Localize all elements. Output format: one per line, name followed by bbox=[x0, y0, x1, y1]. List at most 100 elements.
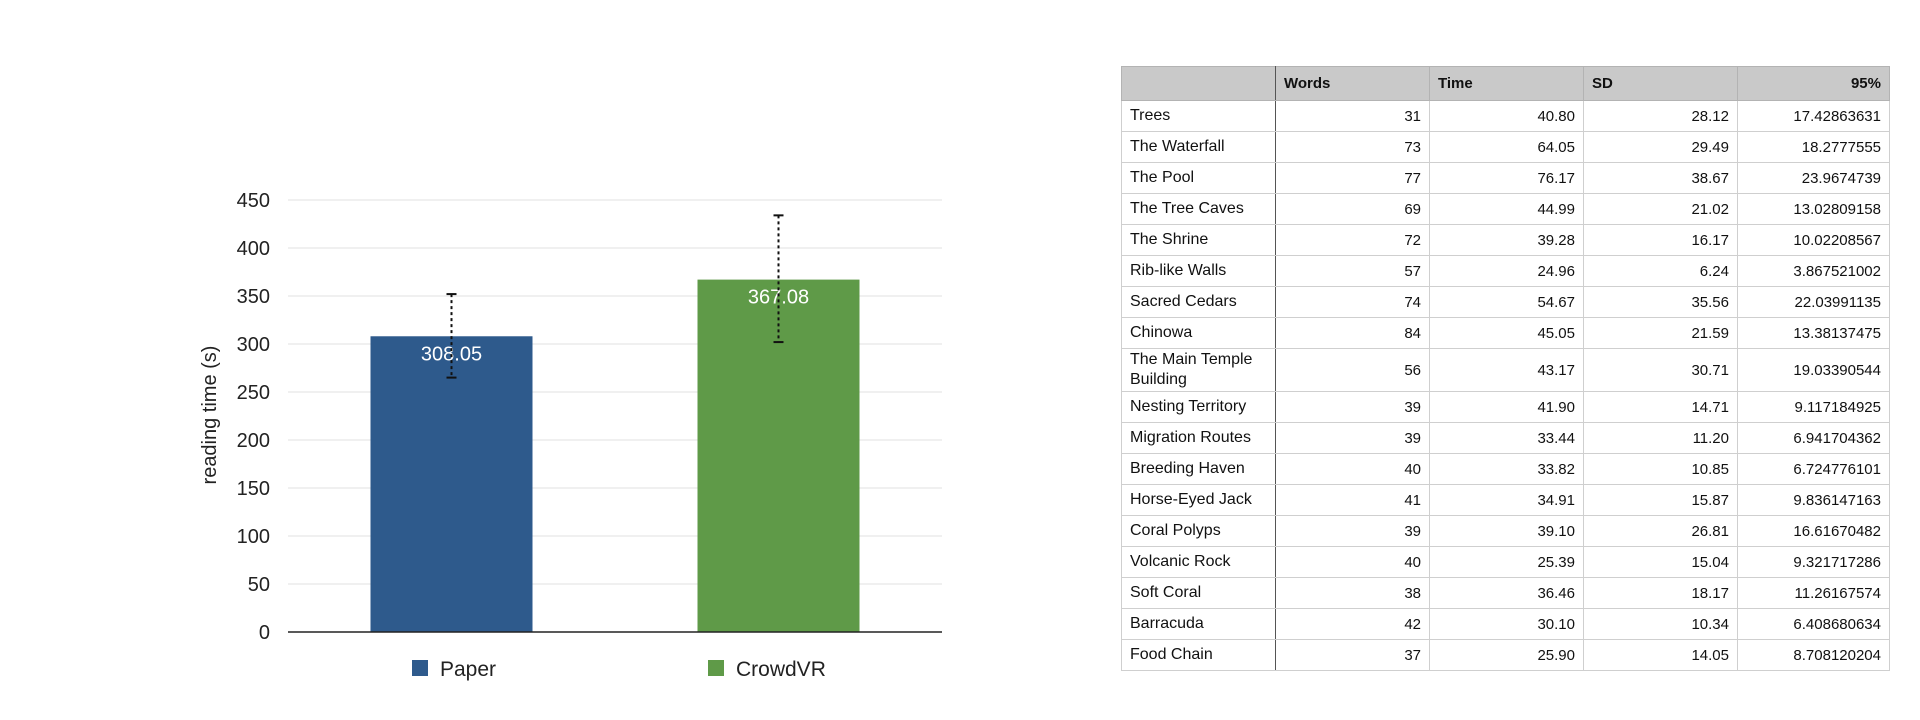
table-row: Horse-Eyed Jack 41 34.91 15.87 9.836147163 bbox=[1121, 484, 1890, 516]
cell-name: Trees bbox=[1121, 100, 1276, 132]
cell-sd: 30.71 bbox=[1583, 348, 1738, 392]
table-row: Sacred Cedars 74 54.67 35.56 22.03991135 bbox=[1121, 286, 1890, 318]
cell-words: 39 bbox=[1275, 422, 1430, 454]
table-row: The Pool 77 76.17 38.67 23.9674739 bbox=[1121, 162, 1890, 194]
y-tick-label: 350 bbox=[237, 286, 270, 308]
cell-ci: 9.117184925 bbox=[1737, 391, 1890, 423]
cell-words: 39 bbox=[1275, 515, 1430, 547]
cell-ci: 22.03991135 bbox=[1737, 286, 1890, 318]
y-tick-label: 100 bbox=[237, 526, 270, 548]
cell-time: 34.91 bbox=[1429, 484, 1584, 516]
cell-name: The Tree Caves bbox=[1121, 193, 1276, 225]
cell-words: 38 bbox=[1275, 577, 1430, 609]
cell-words: 40 bbox=[1275, 546, 1430, 578]
cell-ci: 9.836147163 bbox=[1737, 484, 1890, 516]
cell-words: 41 bbox=[1275, 484, 1430, 516]
cell-name: Barracuda bbox=[1121, 608, 1276, 640]
cell-name: Migration Routes bbox=[1121, 422, 1276, 454]
cell-name: The Main Temple Building bbox=[1121, 348, 1276, 392]
legend-label: CrowdVR bbox=[736, 658, 826, 681]
column-header-ci: 95% bbox=[1737, 66, 1890, 101]
y-tick-labels: 0 50 100 150 200 250 300 350 400 450 bbox=[237, 190, 270, 644]
cell-ci: 16.61670482 bbox=[1737, 515, 1890, 547]
cell-ci: 13.38137475 bbox=[1737, 317, 1890, 349]
cell-time: 25.39 bbox=[1429, 546, 1584, 578]
cell-ci: 17.42863631 bbox=[1737, 100, 1890, 132]
legend-label: Paper bbox=[440, 658, 496, 681]
cell-words: 39 bbox=[1275, 391, 1430, 423]
cell-ci: 19.03390544 bbox=[1737, 348, 1890, 392]
y-tick-label: 250 bbox=[237, 382, 270, 404]
cell-time: 33.82 bbox=[1429, 453, 1584, 485]
cell-name: Nesting Territory bbox=[1121, 391, 1276, 423]
cell-name: Rib-like Walls bbox=[1121, 255, 1276, 287]
column-header-words: Words bbox=[1275, 66, 1430, 101]
cell-name: The Waterfall bbox=[1121, 131, 1276, 163]
cell-time: 54.67 bbox=[1429, 286, 1584, 318]
cell-words: 69 bbox=[1275, 193, 1430, 225]
bar-chart: 0 50 100 150 200 250 300 350 400 450 reading time… bbox=[199, 190, 942, 681]
cell-sd: 38.67 bbox=[1583, 162, 1738, 194]
cell-words: 57 bbox=[1275, 255, 1430, 287]
cell-words: 73 bbox=[1275, 131, 1430, 163]
legend-swatch bbox=[412, 660, 428, 676]
cell-time: 43.17 bbox=[1429, 348, 1584, 392]
column-header-sd: SD bbox=[1583, 66, 1738, 101]
cell-ci: 18.2777555 bbox=[1737, 131, 1890, 163]
y-tick-label: 400 bbox=[237, 238, 270, 260]
column-header-time: Time bbox=[1429, 66, 1584, 101]
cell-name: Soft Coral bbox=[1121, 577, 1276, 609]
table-row: Migration Routes 39 33.44 11.20 6.941704362 bbox=[1121, 422, 1890, 454]
cell-time: 39.10 bbox=[1429, 515, 1584, 547]
cell-name: Sacred Cedars bbox=[1121, 286, 1276, 318]
cell-name: The Shrine bbox=[1121, 224, 1276, 256]
cell-time: 40.80 bbox=[1429, 100, 1584, 132]
table-row: Rib-like Walls 57 24.96 6.24 3.867521002 bbox=[1121, 255, 1890, 287]
table-row: The Shrine 72 39.28 16.17 10.02208567 bbox=[1121, 224, 1890, 256]
cell-time: 24.96 bbox=[1429, 255, 1584, 287]
cell-sd: 21.59 bbox=[1583, 317, 1738, 349]
cell-sd: 16.17 bbox=[1583, 224, 1738, 256]
cell-words: 56 bbox=[1275, 348, 1430, 392]
cell-sd: 11.20 bbox=[1583, 422, 1738, 454]
cell-ci: 6.724776101 bbox=[1737, 453, 1890, 485]
cell-time: 33.44 bbox=[1429, 422, 1584, 454]
cell-sd: 14.05 bbox=[1583, 639, 1738, 671]
table-row: Chinowa 84 45.05 21.59 13.38137475 bbox=[1121, 317, 1890, 349]
cell-ci: 10.02208567 bbox=[1737, 224, 1890, 256]
table-row: The Main Temple Building 56 43.17 30.71 19.0… bbox=[1121, 348, 1890, 392]
cell-ci: 8.708120204 bbox=[1737, 639, 1890, 671]
table-row: Barracuda 42 30.10 10.34 6.408680634 bbox=[1121, 608, 1890, 640]
cell-sd: 15.04 bbox=[1583, 546, 1738, 578]
cell-ci: 13.02809158 bbox=[1737, 193, 1890, 225]
cell-sd: 10.85 bbox=[1583, 453, 1738, 485]
cell-ci: 23.9674739 bbox=[1737, 162, 1890, 194]
table-row: Nesting Territory 39 41.90 14.71 9.117184925 bbox=[1121, 391, 1890, 423]
cell-time: 76.17 bbox=[1429, 162, 1584, 194]
cell-words: 40 bbox=[1275, 453, 1430, 485]
table-body: Trees 31 40.80 28.12 17.42863631 The Waterfal… bbox=[1121, 100, 1890, 671]
table-row: The Tree Caves 69 44.99 21.02 13.02809158 bbox=[1121, 193, 1890, 225]
cell-name: Volcanic Rock bbox=[1121, 546, 1276, 578]
y-tick-label: 150 bbox=[237, 478, 270, 500]
bar-paper bbox=[370, 336, 533, 632]
cell-time: 25.90 bbox=[1429, 639, 1584, 671]
bar-crowdvr bbox=[697, 279, 860, 632]
cell-time: 44.99 bbox=[1429, 193, 1584, 225]
cell-ci: 6.941704362 bbox=[1737, 422, 1890, 454]
cell-ci: 11.26167574 bbox=[1737, 577, 1890, 609]
cell-name: The Pool bbox=[1121, 162, 1276, 194]
table-row: Breeding Haven 40 33.82 10.85 6.724776101 bbox=[1121, 453, 1890, 485]
cell-sd: 28.12 bbox=[1583, 100, 1738, 132]
y-tick-label: 450 bbox=[237, 190, 270, 212]
cell-name: Horse-Eyed Jack bbox=[1121, 484, 1276, 516]
cell-sd: 18.17 bbox=[1583, 577, 1738, 609]
bar-value-label: 367.08 bbox=[748, 287, 809, 309]
cell-words: 74 bbox=[1275, 286, 1430, 318]
column-header-name bbox=[1121, 66, 1276, 101]
cell-words: 84 bbox=[1275, 317, 1430, 349]
cell-name: Coral Polyps bbox=[1121, 515, 1276, 547]
y-tick-label: 300 bbox=[237, 334, 270, 356]
cell-words: 31 bbox=[1275, 100, 1430, 132]
